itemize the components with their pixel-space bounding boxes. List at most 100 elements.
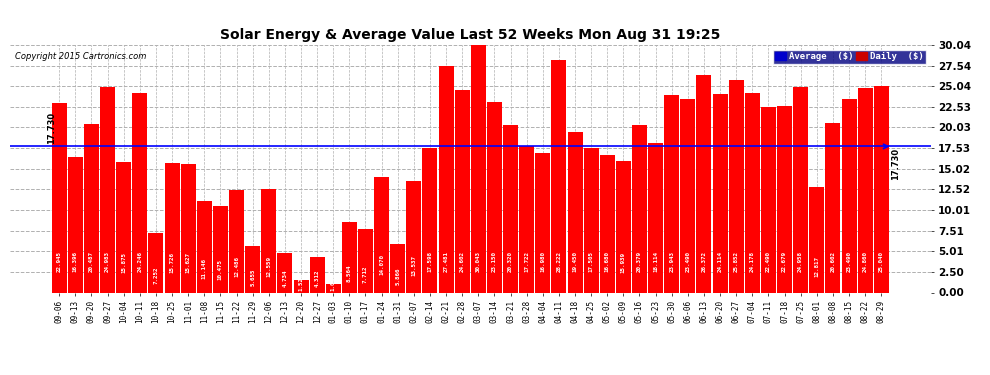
Text: 4.312: 4.312: [315, 270, 320, 287]
Bar: [648, 143, 663, 292]
Text: 12.486: 12.486: [234, 256, 239, 277]
Bar: [874, 86, 889, 292]
Text: 7.252: 7.252: [153, 266, 158, 284]
Bar: [374, 177, 389, 292]
Bar: [326, 284, 341, 292]
Bar: [133, 93, 148, 292]
Text: 15.627: 15.627: [186, 252, 191, 273]
Bar: [777, 106, 792, 292]
Bar: [390, 244, 405, 292]
Text: 17.730: 17.730: [891, 148, 900, 180]
Bar: [616, 161, 631, 292]
Bar: [471, 45, 486, 292]
Text: 23.943: 23.943: [669, 251, 674, 272]
Bar: [454, 90, 469, 292]
Text: 14.070: 14.070: [379, 254, 384, 275]
Bar: [729, 80, 743, 292]
Text: 26.372: 26.372: [702, 251, 707, 272]
Text: 23.490: 23.490: [846, 251, 851, 272]
Bar: [116, 162, 132, 292]
Bar: [342, 222, 356, 292]
Text: 28.222: 28.222: [556, 251, 561, 272]
Legend: Average  ($), Daily  ($): Average ($), Daily ($): [772, 50, 926, 64]
Text: 13.537: 13.537: [411, 255, 417, 276]
Text: 19.450: 19.450: [572, 251, 577, 272]
Bar: [503, 125, 518, 292]
Text: 27.481: 27.481: [444, 251, 448, 272]
Title: Solar Energy & Average Value Last 52 Weeks Mon Aug 31 19:25: Solar Energy & Average Value Last 52 Wee…: [220, 28, 721, 42]
Text: 16.980: 16.980: [541, 251, 545, 272]
Text: 25.040: 25.040: [879, 251, 884, 272]
Text: 24.178: 24.178: [749, 251, 754, 272]
Text: 22.679: 22.679: [782, 251, 787, 272]
Text: 24.983: 24.983: [105, 251, 110, 272]
Text: 8.564: 8.564: [346, 264, 351, 282]
Bar: [809, 187, 825, 292]
Text: 1.006: 1.006: [331, 274, 336, 291]
Bar: [84, 124, 99, 292]
Text: 20.379: 20.379: [637, 251, 642, 272]
Text: 10.475: 10.475: [218, 258, 223, 279]
Bar: [551, 60, 566, 292]
Bar: [664, 95, 679, 292]
Text: 7.712: 7.712: [363, 266, 368, 283]
Bar: [213, 206, 228, 292]
Text: 17.505: 17.505: [589, 251, 594, 272]
Text: 24.114: 24.114: [718, 251, 723, 272]
Bar: [487, 102, 502, 292]
Bar: [148, 233, 163, 292]
Bar: [632, 124, 647, 292]
Text: 1.529: 1.529: [299, 273, 304, 291]
Bar: [164, 163, 179, 292]
Text: 17.730: 17.730: [47, 112, 55, 144]
Bar: [713, 94, 728, 292]
Text: 16.680: 16.680: [605, 251, 610, 272]
Text: 18.114: 18.114: [653, 251, 658, 272]
Text: 22.490: 22.490: [766, 251, 771, 272]
Text: 24.602: 24.602: [459, 251, 464, 272]
Bar: [310, 257, 325, 292]
Bar: [761, 107, 776, 292]
Bar: [584, 148, 599, 292]
Bar: [567, 132, 582, 292]
Text: 23.490: 23.490: [685, 251, 690, 272]
Bar: [696, 75, 712, 292]
Text: 25.852: 25.852: [734, 251, 739, 272]
Bar: [181, 164, 196, 292]
Text: 5.866: 5.866: [395, 268, 400, 285]
Text: 12.817: 12.817: [815, 256, 820, 277]
Bar: [826, 123, 841, 292]
Text: 15.726: 15.726: [169, 252, 174, 273]
Bar: [261, 189, 276, 292]
Bar: [293, 280, 309, 292]
Text: Copyright 2015 Cartronics.com: Copyright 2015 Cartronics.com: [15, 53, 146, 62]
Bar: [857, 88, 872, 292]
Bar: [600, 155, 615, 292]
Text: 22.945: 22.945: [56, 251, 61, 272]
Text: 15.939: 15.939: [621, 252, 626, 273]
Bar: [68, 158, 83, 292]
Text: 16.396: 16.396: [73, 251, 78, 272]
Text: 23.150: 23.150: [492, 251, 497, 272]
Bar: [197, 201, 212, 292]
Text: 5.655: 5.655: [250, 268, 255, 285]
Text: 17.722: 17.722: [524, 251, 530, 272]
Bar: [423, 147, 438, 292]
Text: 24.246: 24.246: [138, 251, 143, 272]
Bar: [229, 190, 245, 292]
Text: 12.559: 12.559: [266, 256, 271, 277]
Bar: [277, 254, 292, 292]
Bar: [680, 99, 695, 292]
Bar: [519, 147, 535, 292]
Bar: [439, 66, 453, 292]
Text: 17.598: 17.598: [428, 251, 433, 272]
Bar: [358, 229, 373, 292]
Text: 20.320: 20.320: [508, 251, 513, 272]
Text: 20.602: 20.602: [831, 251, 836, 272]
Text: 20.487: 20.487: [89, 251, 94, 272]
Text: 11.146: 11.146: [202, 258, 207, 279]
Bar: [246, 246, 260, 292]
Text: 24.958: 24.958: [798, 251, 803, 272]
Bar: [406, 181, 422, 292]
Text: 4.734: 4.734: [282, 269, 287, 286]
